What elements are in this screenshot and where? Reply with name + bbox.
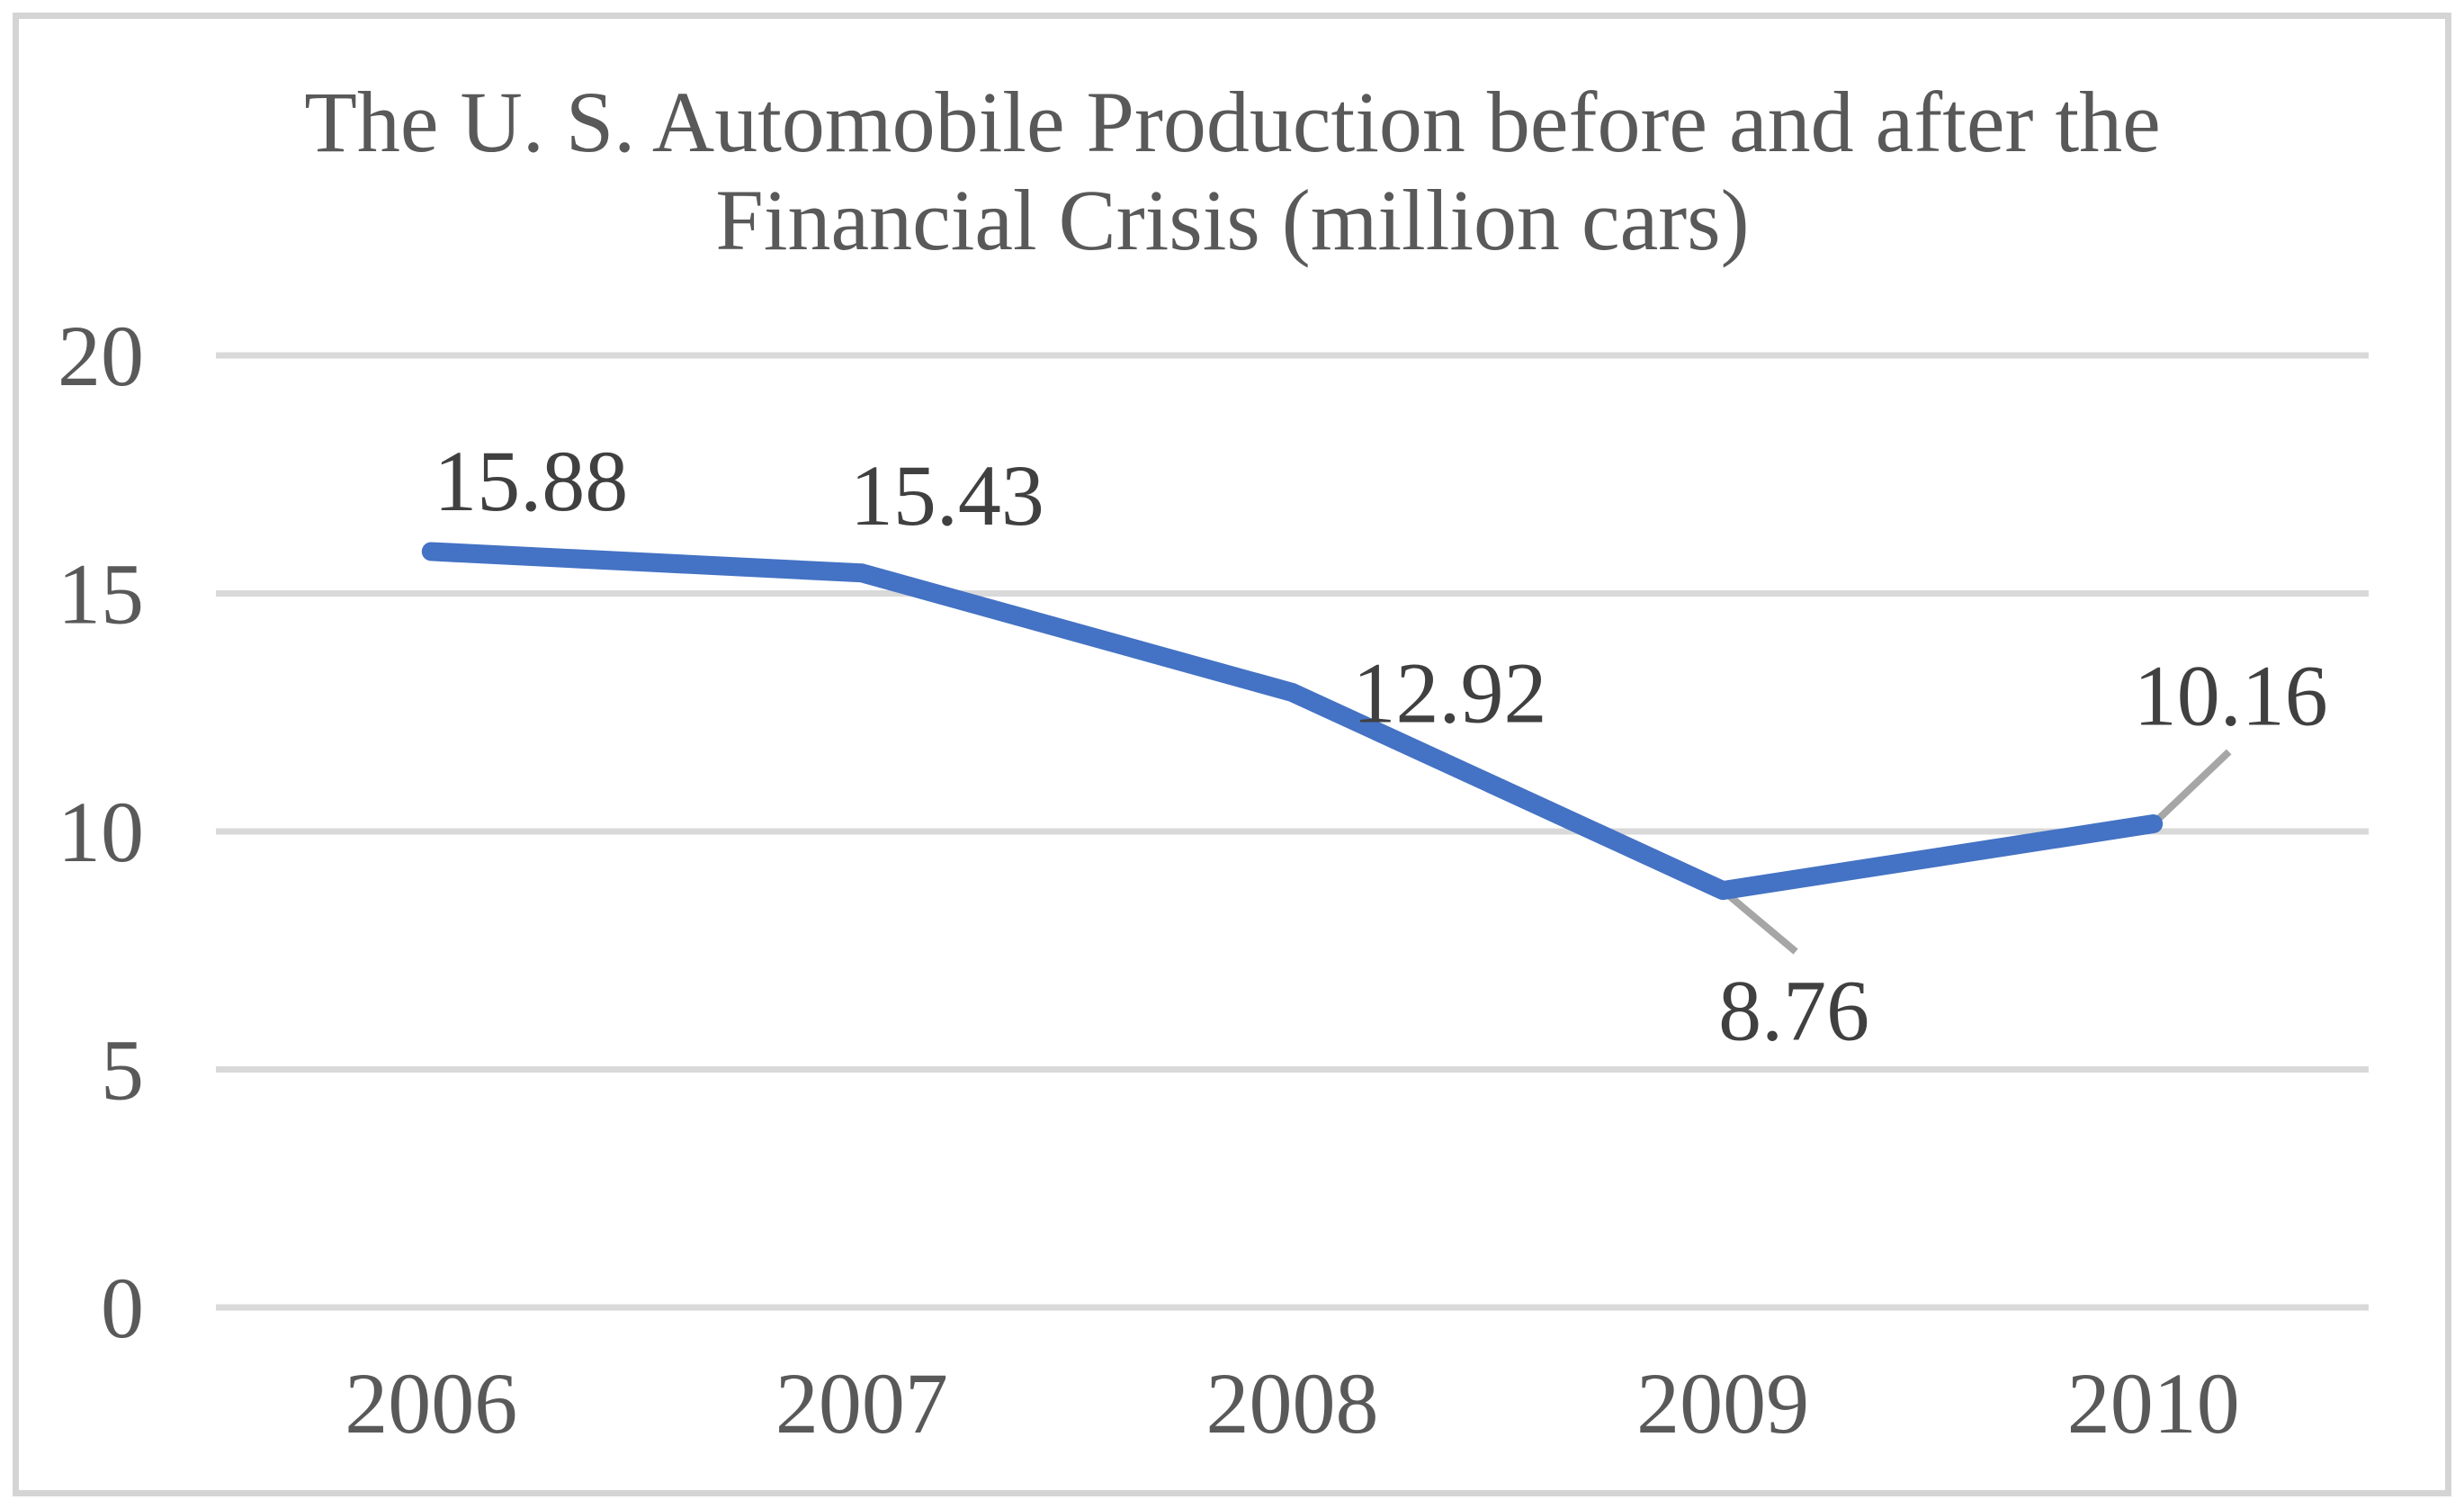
y-axis-labels: 0 5 10 15 20 <box>58 308 144 1356</box>
data-label-2008: 12.92 <box>1353 645 1547 741</box>
data-label-2007: 15.43 <box>850 447 1044 543</box>
data-label-2009: 8.76 <box>1718 963 1869 1059</box>
x-tick-label-2007: 2007 <box>775 1355 948 1451</box>
leader-line-2010 <box>2150 749 2232 827</box>
y-tick-label-15: 15 <box>58 546 144 642</box>
x-tick-label-2010: 2010 <box>2067 1355 2240 1451</box>
series-line-group <box>421 542 2164 901</box>
leader-line-2009 <box>1720 887 1798 955</box>
y-tick-label-10: 10 <box>58 784 144 880</box>
x-tick-label-2008: 2008 <box>1206 1355 1379 1451</box>
x-tick-label-2009: 2009 <box>1636 1355 1809 1451</box>
chart-title: The U. S. Automobile Production before a… <box>304 74 2160 268</box>
chart-title-line-1: The U. S. Automobile Production before a… <box>304 74 2160 170</box>
y-tick-label-0: 0 <box>101 1260 144 1356</box>
data-label-2010: 10.16 <box>2134 648 2328 744</box>
gridlines <box>216 352 2369 1311</box>
x-tick-label-2006: 2006 <box>345 1355 517 1451</box>
chart-title-line-2: Financial Crisis (million cars) <box>715 172 1749 268</box>
leader-lines <box>1720 749 2232 955</box>
y-tick-label-20: 20 <box>58 308 144 404</box>
y-tick-label-5: 5 <box>101 1022 144 1118</box>
data-labels: 15.88 15.43 12.92 8.76 10.16 <box>434 433 2327 1059</box>
series-line-u-s-automobile-production <box>421 542 2164 901</box>
x-axis-labels: 2006 2007 2008 2009 2010 <box>345 1355 2239 1451</box>
data-label-2006: 15.88 <box>434 433 628 529</box>
